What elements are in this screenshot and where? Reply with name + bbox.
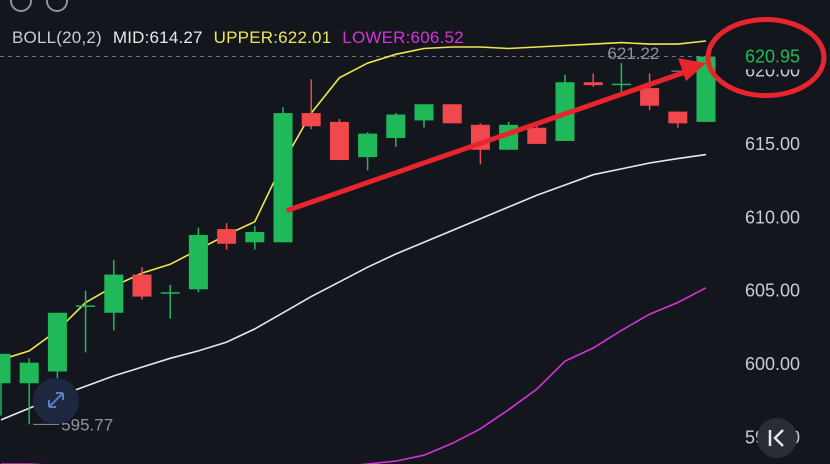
candle-body: [527, 127, 547, 144]
boll-lower-line: [1, 287, 707, 464]
trend-arrow: [286, 68, 691, 213]
skip-to-latest-icon: [768, 429, 784, 447]
price-highlight-ellipse: [705, 17, 827, 99]
candle-body: [358, 133, 378, 158]
candle-body: [245, 232, 265, 243]
collapse-button[interactable]: [757, 418, 797, 458]
top-icons: [10, 0, 78, 17]
y-axis-tick-label: 610.00: [745, 207, 800, 227]
candle-body: [329, 121, 349, 161]
candle-body: [0, 353, 11, 384]
boll-upper-value: UPPER:622.01: [213, 28, 332, 47]
high-price-marker: 621.22: [607, 44, 659, 63]
y-axis-tick-label: 615.00: [745, 134, 800, 154]
boll-name: BOLL(20,2): [12, 28, 102, 47]
candle-body: [104, 274, 124, 313]
candle-body: [640, 88, 660, 106]
expand-icon: [48, 392, 64, 408]
candle-body: [386, 114, 406, 139]
candle-body: [668, 111, 688, 124]
boll-mid-value: MID:614.27: [112, 28, 203, 47]
candle-body: [160, 292, 180, 294]
candle-body: [414, 104, 434, 121]
candle-body: [217, 229, 237, 244]
candle-body: [583, 82, 603, 86]
trend-arrow-head: [678, 58, 706, 82]
boll-mid-line: [0, 153, 707, 421]
boll-indicator-row: BOLL(20,2) MID:614.27 UPPER:622.01 LOWER…: [12, 28, 470, 48]
low-price-marker: 595.77: [61, 415, 113, 434]
candle-body: [273, 113, 293, 243]
y-axis-tick-label: 605.00: [745, 281, 800, 301]
candle-body: [188, 234, 208, 290]
current-price-badge: 620.95: [745, 47, 800, 67]
candle-body: [611, 83, 631, 86]
y-axis-tick-label: 600.00: [745, 354, 800, 374]
candle-body: [442, 104, 462, 124]
expand-button[interactable]: [33, 378, 79, 424]
candle-body: [47, 312, 67, 372]
candle-body: [301, 113, 321, 127]
boll-lower-value: LOWER:606.52: [342, 28, 464, 47]
price-badge-background: [724, 41, 812, 70]
candle-body: [132, 274, 152, 297]
candle-body: [19, 362, 39, 384]
candle-body: [76, 305, 96, 307]
